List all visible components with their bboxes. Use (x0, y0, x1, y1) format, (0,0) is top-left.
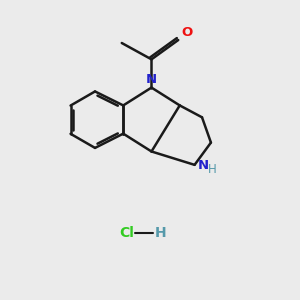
Text: O: O (182, 26, 193, 38)
Text: H: H (208, 163, 217, 176)
Text: N: N (146, 73, 157, 85)
Text: N: N (198, 159, 209, 172)
Text: H: H (154, 226, 166, 240)
Text: Cl: Cl (119, 226, 134, 240)
